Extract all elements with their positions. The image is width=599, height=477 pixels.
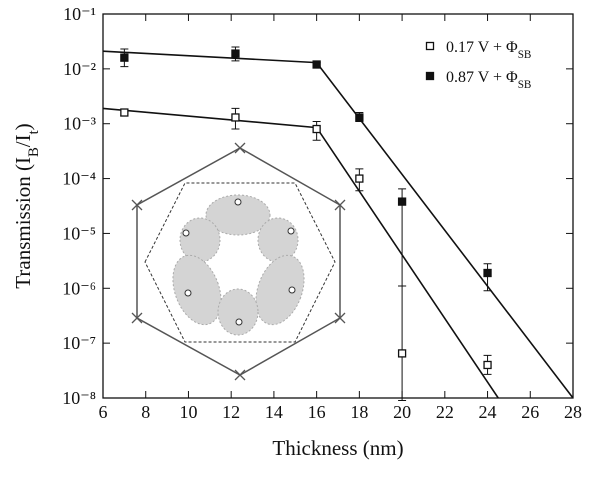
fit-line xyxy=(103,50,573,398)
data-point xyxy=(483,268,492,278)
error-bar xyxy=(398,285,407,402)
x-tick-label: 28 xyxy=(564,402,582,422)
inner-hexagon xyxy=(144,182,336,343)
subscript: SB xyxy=(518,79,532,91)
data-point xyxy=(355,174,364,183)
y-tick-label: 10⁻¹ xyxy=(63,4,96,24)
text-part: ) xyxy=(11,123,35,130)
x-tick-label: 18 xyxy=(350,402,368,422)
fit-line xyxy=(103,107,499,398)
lobes xyxy=(172,194,305,336)
data-point xyxy=(397,349,407,358)
text-part: 0.17 V + Φ xyxy=(446,39,518,56)
legend-marker xyxy=(425,71,435,81)
plot-frame xyxy=(102,13,574,399)
text-part: Transmission (I xyxy=(11,157,35,289)
x-tick-label: 14 xyxy=(265,402,283,422)
x-tick-label: 16 xyxy=(308,402,326,422)
y-tick-label: 10⁻² xyxy=(63,59,96,79)
y-axis-label: Transmission (IB/It) xyxy=(11,123,42,288)
inset-diagram xyxy=(131,142,346,381)
x-tick-label: 24 xyxy=(479,402,497,422)
data-point xyxy=(231,49,240,58)
subscript: B xyxy=(26,147,42,157)
y-tick-label: 10⁻⁷ xyxy=(62,333,96,353)
y-tick-label: 10⁻³ xyxy=(63,114,97,134)
x-tick-label: 6 xyxy=(99,402,108,422)
legend-marker xyxy=(425,41,435,51)
data-point xyxy=(355,113,364,122)
x-tick-label: 26 xyxy=(521,402,539,422)
x-tick-label: 12 xyxy=(222,402,240,422)
data-point xyxy=(312,124,321,134)
legend-label: 0.17 V + ΦSB xyxy=(446,39,531,61)
data-point xyxy=(397,197,407,206)
outer-hexagon xyxy=(136,147,341,376)
x-tick-label: 20 xyxy=(393,402,411,422)
atoms xyxy=(182,198,296,326)
error-bar xyxy=(483,263,492,292)
data-point xyxy=(483,360,492,370)
x-tick-label: 8 xyxy=(141,402,150,422)
data-point xyxy=(231,113,240,122)
data-point xyxy=(120,108,129,117)
data-point xyxy=(120,53,129,62)
x-tick-label: 22 xyxy=(436,402,454,422)
y-tick-label: 10⁻⁴ xyxy=(62,169,96,189)
subscript: t xyxy=(26,130,42,134)
text-part: /I xyxy=(11,134,35,147)
y-tick-label: 10⁻⁸ xyxy=(62,388,96,408)
data-point xyxy=(312,60,321,69)
y-tick-label: 10⁻⁶ xyxy=(62,278,96,298)
x-axis-label: Thickness (nm) xyxy=(272,436,403,460)
vertex-marks xyxy=(131,142,346,381)
x-tick-label: 10 xyxy=(179,402,197,422)
y-tick-label: 10⁻⁵ xyxy=(62,223,96,243)
text-part: 0.87 V + Φ xyxy=(446,69,518,86)
legend-label: 0.87 V + ΦSB xyxy=(446,69,531,91)
subscript: SB xyxy=(518,49,532,61)
